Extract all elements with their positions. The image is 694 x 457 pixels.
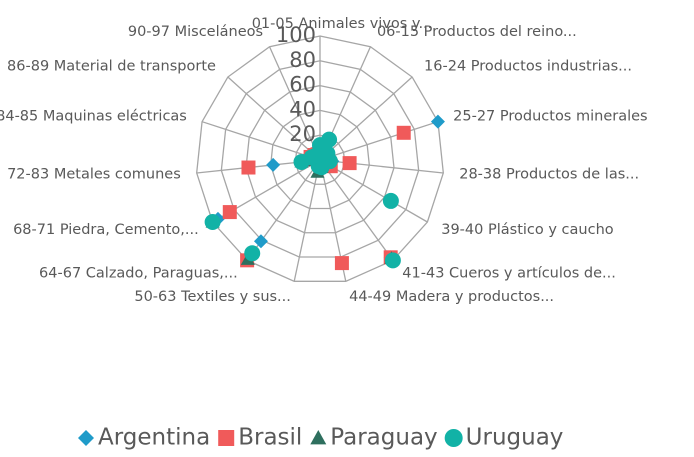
marker xyxy=(342,156,357,171)
category-label: 41-43 Cueros y artículos de... xyxy=(402,265,616,281)
category-label: 64-67 Calzado, Paraguas,... xyxy=(39,265,238,281)
marker xyxy=(222,205,237,220)
spoke xyxy=(319,159,394,261)
legend-label: Argentina xyxy=(98,425,210,451)
spoke xyxy=(319,159,444,174)
legend-marker xyxy=(444,429,463,447)
marker xyxy=(384,252,401,269)
legend-marker xyxy=(310,430,327,445)
legend-marker xyxy=(218,430,235,446)
grid-line xyxy=(220,60,420,258)
spoke xyxy=(268,46,321,161)
marker xyxy=(309,147,326,164)
marker xyxy=(396,125,411,140)
category-label: 28-38 Productos de las... xyxy=(459,167,639,183)
spoke xyxy=(227,76,321,161)
grid-line xyxy=(294,134,346,185)
grid-line xyxy=(270,109,370,210)
y-tick-label: 20 xyxy=(289,122,316,146)
y-tick-label: 100 xyxy=(276,23,316,47)
marker xyxy=(204,214,221,230)
marker xyxy=(382,192,399,209)
marker xyxy=(430,114,445,129)
spoke xyxy=(201,121,321,161)
marker xyxy=(253,234,268,249)
spoke xyxy=(319,121,439,161)
category-label: 72-83 Metales comunes xyxy=(7,167,181,183)
category-label: 01-05 Animales vivos y... xyxy=(252,16,433,32)
spoke xyxy=(319,76,413,161)
y-tick-label: 80 xyxy=(289,48,316,72)
spoke xyxy=(319,159,428,223)
marker xyxy=(244,245,261,262)
legend-marker xyxy=(78,430,94,446)
marker xyxy=(266,157,281,172)
marker xyxy=(334,256,349,271)
category-label: 50-63 Textiles y sus... xyxy=(134,289,291,305)
category-label: 44-49 Madera y productos... xyxy=(349,289,554,305)
category-label: 25-27 Productos minerales xyxy=(453,109,647,125)
spoke xyxy=(293,159,321,282)
marker xyxy=(321,131,338,148)
y-tick-label: 40 xyxy=(289,97,316,121)
grid-line xyxy=(196,35,444,282)
category-label: 86-89 Material de transporte xyxy=(7,58,216,74)
legend-label: Uruguay xyxy=(466,425,564,451)
legend: Argentina Brasil Paraguay Uruguay xyxy=(98,425,563,451)
legend-label: Brasil xyxy=(238,425,302,451)
y-tick-label: 60 xyxy=(289,73,316,97)
category-label: 90-97 Misceláneos xyxy=(128,24,263,40)
category-label: 39-40 Plástico y caucho xyxy=(441,222,614,238)
grid-line xyxy=(245,84,395,234)
marker xyxy=(241,160,256,175)
category-label: 16-24 Productos industrias... xyxy=(424,58,632,74)
category-label: 84-85 Maquinas eléctricas xyxy=(0,109,187,125)
category-label: 06-15 Productos del reino... xyxy=(377,24,577,40)
category-label: 68-71 Piedra, Cemento,... xyxy=(13,222,199,238)
legend-label: Paraguay xyxy=(330,425,437,451)
